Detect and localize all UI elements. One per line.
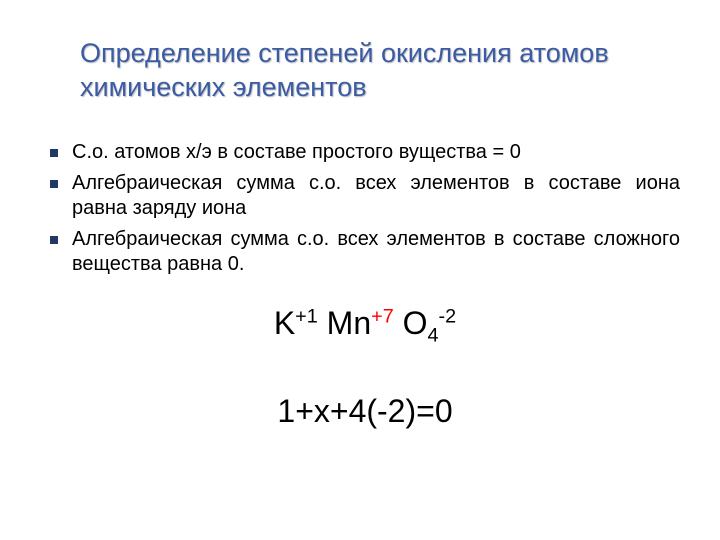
formula-line-1: K+1 Mn+7 O4-2 <box>50 305 680 347</box>
bullet-list: С.о. атомов х/э в составе простого вущес… <box>50 140 680 277</box>
formula-O-sup: -2 <box>439 305 457 327</box>
formula-space <box>394 305 403 341</box>
slide-title: Определение степеней окисления атомов хи… <box>80 36 680 104</box>
formula-K-sup: +1 <box>295 305 318 327</box>
formula-Mn-sup: +7 <box>371 305 394 327</box>
list-item: Алгебраическая сумма с.о. всех элементов… <box>50 171 680 221</box>
formula-block: K+1 Mn+7 O4-2 1+х+4(-2)=0 <box>50 305 680 430</box>
list-item: С.о. атомов х/э в составе простого вущес… <box>50 140 680 165</box>
formula-O: O <box>403 305 428 341</box>
formula-K: K <box>274 305 295 341</box>
list-item: Алгебраическая сумма с.о. всех элементов… <box>50 227 680 277</box>
formula-space <box>318 305 327 341</box>
formula-O-sub: 4 <box>428 324 439 346</box>
slide: Определение степеней окисления атомов хи… <box>0 0 720 540</box>
formula-Mn: Mn <box>327 305 371 341</box>
formula-line-2: 1+х+4(-2)=0 <box>50 393 680 430</box>
